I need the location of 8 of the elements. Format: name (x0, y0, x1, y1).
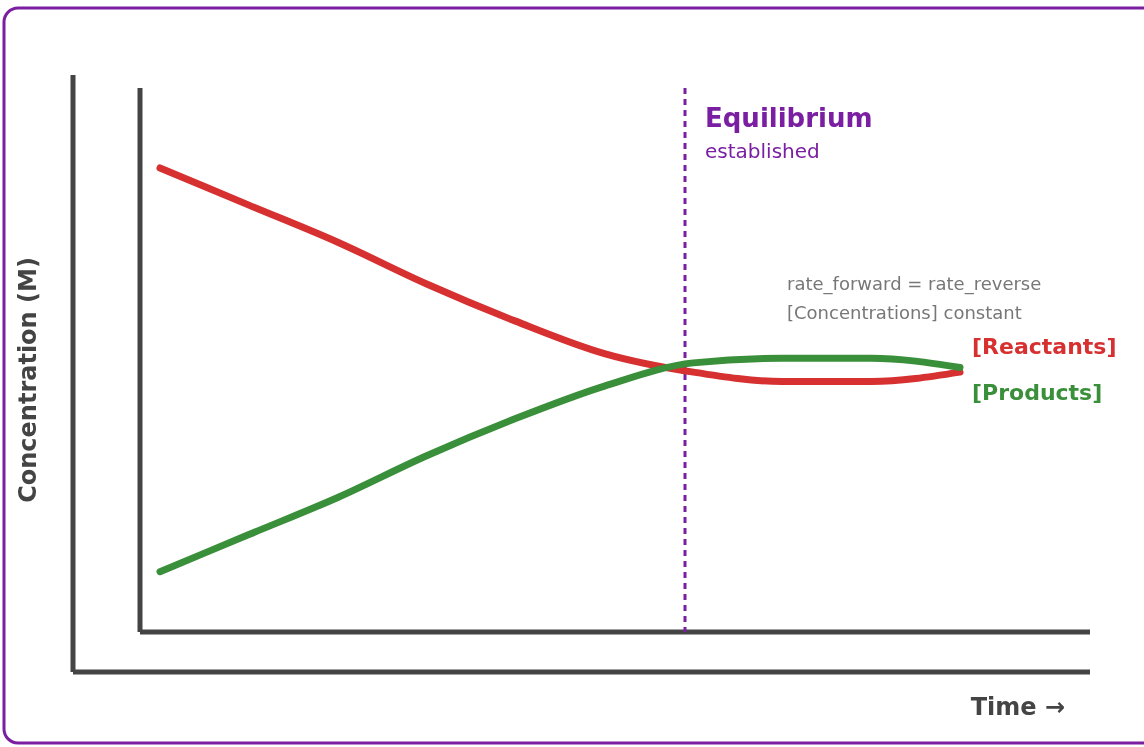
x-axis-title: Time → (970, 693, 1065, 721)
text: Equilibrium (705, 103, 873, 133)
series-label: [Reactants] (972, 334, 1117, 360)
series-label: [Products] (972, 379, 1103, 405)
text: established (705, 139, 820, 163)
annotation: [Concentrations] constant (787, 302, 1022, 323)
y-axis-title: Concentration (M) (14, 257, 42, 503)
annotation: rate_forward = rate_reverse (787, 273, 1042, 295)
